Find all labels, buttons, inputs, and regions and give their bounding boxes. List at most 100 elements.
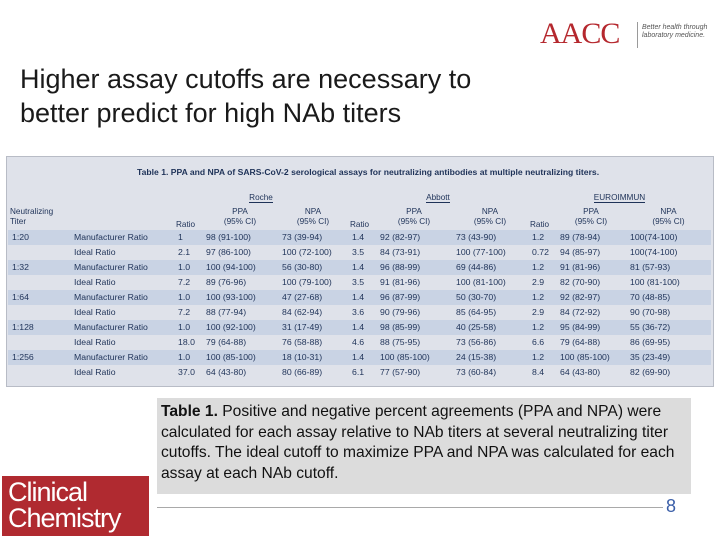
row-ratio-type-cell: Ideal Ratio [74, 337, 116, 347]
logo-divider [637, 22, 638, 48]
abbott-ppa-cell: 96 (88-99) [376, 260, 452, 275]
roche-npa-cell: 80 (66-89) [282, 367, 323, 377]
euroimmun-npa-cell: 35 (23-49) [626, 350, 711, 365]
abbott-npa-cell: 73 (43-90) [452, 230, 528, 245]
row-ratio-type-cell: Manufacturer Ratio [70, 260, 174, 275]
euroimmun-npa-cell: 100(74-100) [626, 230, 711, 245]
abbott-ppa-cell: 92 (82-97) [376, 230, 452, 245]
euroimmun-ratio-cell: 1.2 [528, 350, 556, 365]
roche-ratio-cell: 1.0 [174, 350, 202, 365]
row-ratio-type-cell: Manufacturer Ratio [70, 320, 174, 335]
group-abbott: Abbott [426, 193, 450, 203]
abbott-ratio-cell: 6.1 [352, 367, 365, 377]
aacc-logo: AACC [540, 17, 620, 50]
slide-title-line-1: Higher assay cutoffs are necessary to [20, 64, 472, 94]
euroimmun-ratio-cell: 1.2 [528, 320, 556, 335]
roche-ratio-cell: 7.2 [178, 277, 191, 287]
abbott-npa-cell: 40 (25-58) [452, 320, 528, 335]
table-caption: Table 1. PPA and NPA of SARS-CoV-2 serol… [137, 167, 600, 177]
abbott-ratio-cell: 4.6 [352, 337, 365, 347]
table-row: Ideal Ratio 7.2 88 (77-94) 84 (62-94) 3.6 90 … [8, 305, 711, 320]
table-group-row: Roche Abbott EUROIMMUN [8, 191, 711, 204]
row-titer-cell [8, 365, 70, 380]
roche-npa-cell: 31 (17-49) [278, 320, 348, 335]
abbott-ratio-cell: 1.4 [348, 260, 376, 275]
row-ratio-type-cell: Manufacturer Ratio [70, 290, 174, 305]
euroimmun-npa-cell: 90 (70-98) [630, 307, 671, 317]
abbott-ratio-cell: 1.4 [348, 290, 376, 305]
header-npa-roche: NPA (95% CI) [296, 207, 330, 226]
euroimmun-npa-cell: 70 (48-85) [626, 290, 711, 305]
row-ratio-type-cell: Manufacturer Ratio [70, 230, 174, 245]
row-ratio-type-cell: Ideal Ratio [74, 277, 116, 287]
roche-ppa-cell: 64 (43-80) [206, 367, 247, 377]
euroimmun-npa-cell: 100(74-100) [630, 247, 678, 257]
euroimmun-ratio-cell: 0.72 [532, 247, 549, 257]
clinical-chemistry-logo-text: Clinical Chemistry [8, 477, 122, 533]
roche-npa-cell: 18 (10-31) [278, 350, 348, 365]
abbott-npa-cell: 24 (15-38) [452, 350, 528, 365]
euroimmun-ratio-cell: 1.2 [528, 260, 556, 275]
abbott-ppa-cell: 90 (79-96) [380, 307, 421, 317]
roche-ratio-cell: 1 [174, 230, 202, 245]
abbott-npa-cell: 85 (64-95) [456, 307, 497, 317]
table-header-row: Neutralizing Titer Ratio PPA (95% CI) NPA(… [8, 204, 711, 230]
footer-divider [157, 507, 663, 508]
abbott-ratio-cell: 3.6 [352, 307, 365, 317]
roche-ratio-cell: 7.2 [178, 307, 191, 317]
roche-ppa-cell: 89 (76-96) [206, 277, 247, 287]
euroimmun-ratio-cell: 1.2 [528, 230, 556, 245]
euroimmun-ppa-cell: 92 (82-97) [556, 290, 626, 305]
euroimmun-ppa-cell: 64 (43-80) [560, 367, 601, 377]
abbott-ppa-cell: 88 (75-95) [380, 337, 421, 347]
caption-body: Positive and negative percent agreements… [161, 403, 675, 482]
row-titer-cell: 1:20 [8, 230, 70, 245]
roche-ratio-cell: 2.1 [178, 247, 191, 257]
roche-ppa-cell: 100 (92-100) [202, 320, 278, 335]
roche-ppa-cell: 100 (94-100) [202, 260, 278, 275]
row-titer-cell [8, 275, 70, 290]
euroimmun-ratio-cell: 1.2 [528, 290, 556, 305]
abbott-ppa-cell: 98 (85-99) [376, 320, 452, 335]
group-euroimmun: EUROIMMUN [593, 193, 646, 203]
roche-ppa-cell: 100 (85-100) [202, 350, 278, 365]
roche-ppa-cell: 98 (91-100) [202, 230, 278, 245]
abbott-npa-cell: 50 (30-70) [452, 290, 528, 305]
group-roche: Roche [249, 193, 273, 203]
row-titer-cell: 1:128 [8, 320, 70, 335]
euroimmun-npa-cell: 55 (36-72) [626, 320, 711, 335]
euroimmun-npa-cell: 81 (57-93) [626, 260, 711, 275]
roche-npa-cell: 100 (72-100) [282, 247, 332, 257]
table-body: 1:20 Manufacturer Ratio 1 98 (91-100) 73 (39… [8, 230, 711, 380]
roche-npa-cell: 47 (27-68) [278, 290, 348, 305]
table-row: 1:128 Manufacturer Ratio 1.0 100 (92-100) 31… [8, 320, 711, 335]
table-row: 1:32 Manufacturer Ratio 1.0 100 (94-100) 56 … [8, 260, 711, 275]
abbott-ppa-cell: 96 (87-99) [376, 290, 452, 305]
roche-ratio-cell: 1.0 [174, 260, 202, 275]
roche-ppa-cell: 79 (64-88) [206, 337, 247, 347]
header-ratio-roche: Ratio [176, 220, 196, 229]
roche-ppa-cell: 97 (86-100) [206, 247, 251, 257]
header-ppa-roche: PPA (95% CI) [223, 207, 257, 226]
row-titer-cell [8, 335, 70, 350]
euroimmun-ratio-cell: 8.4 [532, 367, 545, 377]
roche-npa-cell: 73 (39-94) [278, 230, 348, 245]
abbott-npa-cell: 69 (44-86) [452, 260, 528, 275]
caption-box [157, 398, 691, 494]
caption-label: Table 1. [161, 403, 218, 420]
abbott-ratio-cell: 3.5 [352, 277, 365, 287]
abbott-npa-cell: 100 (81-100) [456, 277, 506, 287]
abbott-npa-cell: 73 (60-84) [456, 367, 497, 377]
abbott-ratio-cell: 3.5 [352, 247, 365, 257]
clinical-chemistry-logo [2, 476, 149, 536]
abbott-ppa-cell: 84 (73-91) [380, 247, 421, 257]
table-row: 1:20 Manufacturer Ratio 1 98 (91-100) 73 (39… [8, 230, 711, 245]
row-titer-cell: 1:256 [8, 350, 70, 365]
caption-text: Table 1. Positive and negative percent a… [161, 402, 689, 484]
table-row: 1:256 Manufacturer Ratio 1.0 100 (85-100) 18… [8, 350, 711, 365]
abbott-ratio-cell: 1.4 [348, 320, 376, 335]
header-npa-euroimmun: NPA (95% CI) [652, 207, 685, 226]
header-npa-abbott: NPA (95% CI) [473, 207, 507, 226]
euroimmun-ppa-cell: 94 (85-97) [560, 247, 601, 257]
abbott-ppa-cell: 100 (85-100) [376, 350, 452, 365]
